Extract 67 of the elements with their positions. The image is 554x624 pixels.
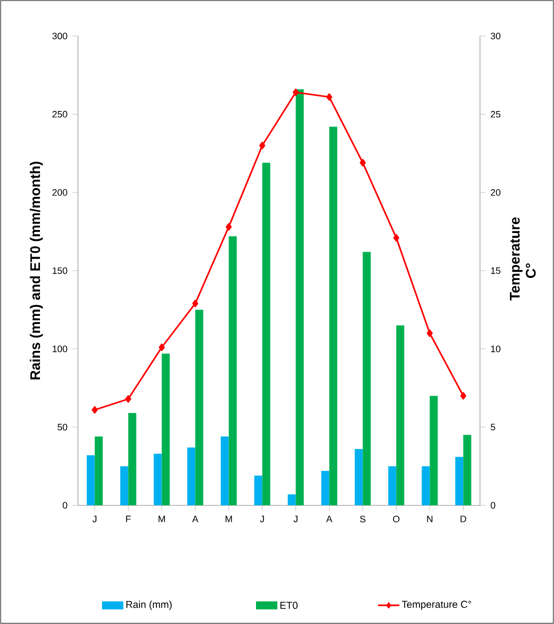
- point: [460, 392, 466, 400]
- y-tick-label: 150: [52, 267, 68, 274]
- point: [360, 158, 366, 166]
- point: [393, 234, 400, 242]
- y2-tick-label: 0: [490, 502, 496, 509]
- point: [426, 330, 433, 337]
- y-tick-label: 250: [52, 110, 68, 118]
- point: [125, 395, 132, 403]
- y-tick-label: 200: [52, 189, 68, 196]
- bar: [296, 89, 304, 506]
- x-tick-label: J: [92, 516, 96, 522]
- bar: [262, 162, 270, 506]
- bar: [187, 447, 196, 506]
- y-tick-label: 0: [62, 502, 68, 509]
- x-tick-label: M: [158, 516, 165, 522]
- point: [292, 88, 299, 96]
- bar: [154, 454, 162, 506]
- bar: [329, 126, 338, 506]
- point: [226, 223, 232, 231]
- y2-tick-label: 5: [490, 424, 496, 430]
- y2-tick-label: 25: [490, 110, 500, 118]
- y-tick-label: 50: [58, 424, 68, 430]
- y2-axis-title: Temperature C°: [510, 217, 536, 300]
- bar: [354, 449, 363, 506]
- bar: [288, 494, 296, 506]
- y2-tick-label: 30: [490, 32, 500, 40]
- x-tick-label: J: [260, 516, 264, 522]
- x-tick-label: N: [427, 516, 432, 522]
- y-tick-label: 300: [52, 32, 68, 40]
- point: [259, 142, 266, 150]
- bar: [388, 466, 396, 506]
- point: [158, 344, 165, 352]
- bar: [162, 354, 170, 506]
- x-tick-label: A: [326, 516, 332, 522]
- x-tick-label: J: [294, 516, 298, 522]
- legend-label: Rain (mm): [126, 600, 172, 610]
- bar: [254, 476, 262, 506]
- x-tick-label: D: [460, 516, 466, 522]
- x-tick-label: O: [393, 516, 400, 522]
- bar: [228, 236, 237, 506]
- x-tick-label: S: [360, 516, 366, 522]
- bar: [94, 436, 103, 506]
- y2-tick-label: 10: [491, 346, 500, 352]
- bar: [195, 310, 204, 506]
- legend-label: ET0: [280, 602, 298, 609]
- bar: [321, 470, 330, 506]
- y2-tick-label: 15: [491, 267, 500, 274]
- point: [326, 93, 332, 101]
- bar: [128, 413, 136, 506]
- bar: [422, 466, 430, 506]
- bar: [396, 325, 404, 506]
- x-tick-label: F: [126, 516, 131, 522]
- bar: [463, 434, 472, 506]
- bar: [220, 436, 229, 506]
- legend-label: Temperature C°: [402, 600, 472, 610]
- y-axis-title: Rains (mm) and ET0 (mm/month): [30, 162, 43, 380]
- point: [192, 300, 198, 308]
- bar: [120, 466, 128, 506]
- bar: [455, 456, 464, 506]
- bar: [430, 396, 438, 506]
- bar: [362, 252, 371, 506]
- y-tick-label: 100: [52, 346, 68, 352]
- bar: [86, 455, 95, 506]
- point: [92, 406, 98, 414]
- x-tick-label: A: [192, 516, 198, 522]
- y2-tick-label: 20: [490, 189, 500, 196]
- x-tick-label: M: [226, 516, 232, 522]
